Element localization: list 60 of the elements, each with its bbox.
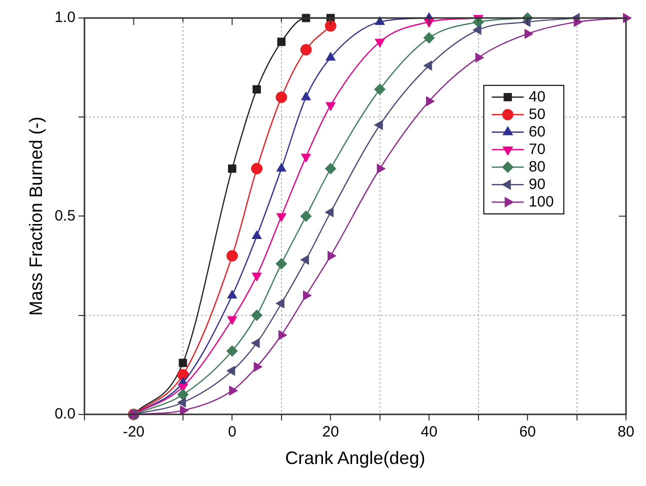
point [251,162,263,174]
point [524,28,534,39]
x-tick-label: 0 [228,424,236,441]
point [276,258,288,270]
point [252,272,262,282]
point [226,345,238,357]
point [226,250,238,262]
x-tick-label: -20 [122,424,145,441]
point [424,18,434,28]
point [226,366,236,376]
point [426,96,435,106]
point [423,32,435,44]
legend-label: 40 [528,88,546,106]
legend-label: 70 [528,140,546,158]
point [276,162,286,172]
point [374,84,386,96]
x-tick-label: 20 [322,424,339,441]
point [326,102,336,111]
point [229,386,238,396]
legend-label: 90 [528,176,546,193]
point [324,20,336,32]
legend-label: 50 [528,106,546,123]
y-axis-title: Mass Fraction Burned (-) [26,116,46,316]
point [302,290,312,300]
point [252,230,262,240]
point [300,210,312,222]
y-tick-label: 0.0 [54,406,76,423]
x-tick-label: 60 [519,424,536,441]
point [300,44,312,56]
point [228,164,236,173]
legend-label: 80 [528,158,546,176]
point [376,164,386,174]
point [227,316,238,326]
x-tick-label: 80 [618,424,634,441]
point [251,338,260,348]
point [252,85,261,94]
legend-label: 60 [528,123,546,140]
point [276,213,286,222]
point [324,162,336,174]
point [278,330,288,340]
point [328,250,336,261]
point [277,38,286,46]
point [177,397,186,408]
point [475,52,484,63]
legend-label: 100 [528,193,554,210]
point [177,388,189,400]
point [300,92,312,100]
x-tick-label: 40 [420,424,438,441]
y-tick-label: 1.0 [54,9,76,26]
point [254,362,263,372]
y-tick-label: 0.5 [54,207,76,224]
point [374,16,385,25]
point [300,154,312,162]
point [574,16,583,27]
point [276,298,284,308]
x-axis-title: Crank Angle(deg) [285,448,426,468]
point [251,310,263,322]
point [326,52,336,61]
point [178,358,188,368]
point [276,92,288,104]
